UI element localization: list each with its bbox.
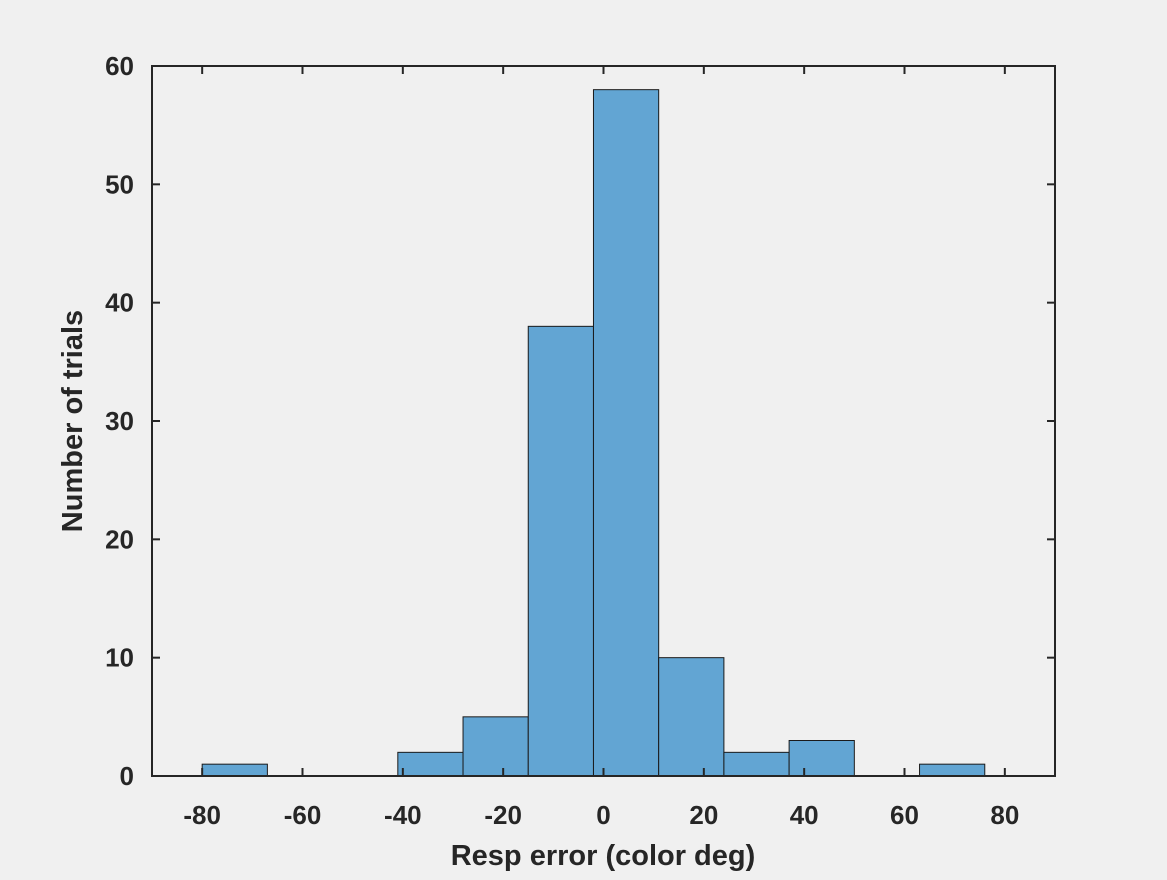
x-tick-label: -20 — [484, 800, 522, 830]
y-ticks-group: 0 10 20 30 40 50 60 — [105, 51, 1055, 791]
histogram-bar — [397, 751, 464, 777]
y-tick-label: 50 — [105, 169, 134, 199]
x-tick-label: 0 — [596, 800, 610, 830]
x-tick-label: 40 — [790, 800, 819, 830]
x-axis-label: Resp error (color deg) — [451, 840, 756, 872]
y-tick-label: 40 — [105, 288, 134, 318]
x-tick-label: -40 — [384, 800, 422, 830]
x-ticks-group: -80 -60 -40 -20 0 20 40 60 80 — [183, 66, 1019, 830]
y-axis-label: Number of trials — [57, 310, 89, 532]
histogram-bar — [658, 657, 725, 777]
histogram-bar — [592, 89, 660, 777]
y-tick-label: 20 — [105, 524, 134, 554]
bars-group — [201, 89, 986, 777]
y-tick-label: 0 — [120, 761, 134, 791]
histogram-bar — [462, 716, 529, 777]
x-tick-label: -60 — [284, 800, 322, 830]
histogram-bar — [919, 763, 986, 777]
histogram-bar — [527, 325, 594, 777]
histogram-bar — [201, 763, 268, 777]
x-tick-label: -80 — [183, 800, 221, 830]
x-tick-label: 80 — [990, 800, 1019, 830]
y-tick-label: 60 — [105, 51, 134, 81]
histogram-bar — [723, 751, 790, 777]
histogram-bar — [788, 740, 855, 777]
y-tick-label: 30 — [105, 406, 134, 436]
x-tick-label: 60 — [890, 800, 919, 830]
x-tick-label: 20 — [689, 800, 718, 830]
y-tick-label: 10 — [105, 643, 134, 673]
